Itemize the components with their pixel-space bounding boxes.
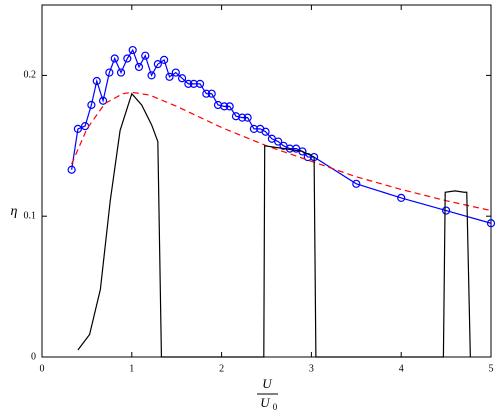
y-tick-label: 0.1: [24, 210, 37, 221]
series-marker: [220, 102, 229, 111]
x-tick-label: 2: [219, 363, 224, 374]
x-tick-label: 5: [489, 363, 494, 374]
series-marker: [160, 55, 169, 65]
series-marker: [147, 71, 156, 80]
series-marker: [105, 68, 114, 77]
series-marker: [195, 79, 205, 88]
series-marker: [134, 62, 144, 72]
series-marker: [92, 76, 101, 86]
x-axis-label-denominator: U: [260, 395, 271, 410]
series-marker: [73, 124, 83, 134]
x-tick-label: 0: [40, 363, 45, 374]
series-marker: [98, 96, 108, 105]
series-marker: [87, 100, 96, 110]
series-marker: [110, 54, 119, 63]
series-line: [71, 48, 492, 224]
series-marker: [189, 79, 198, 88]
series-marker: [486, 219, 496, 228]
series-marker: [184, 79, 193, 88]
series-marker: [128, 45, 137, 55]
series-marker: [177, 74, 187, 83]
series-line: [77, 92, 471, 358]
series-marker: [225, 102, 234, 111]
series-marker: [171, 68, 180, 77]
x-axis-label-subscript: 0: [273, 402, 278, 412]
series-line: [71, 91, 492, 212]
series-marker: [123, 54, 132, 63]
series-marker: [274, 137, 283, 146]
x-tick-label: 4: [399, 363, 404, 374]
series-marker: [261, 127, 270, 136]
series-marker: [238, 113, 247, 122]
series-marker: [207, 89, 216, 98]
series-marker: [67, 165, 76, 174]
series-marker: [141, 51, 150, 60]
series-marker: [202, 89, 211, 98]
series-marker: [352, 179, 361, 188]
series-marker: [442, 206, 451, 215]
series-marker: [116, 68, 126, 77]
x-tick-label: 3: [309, 363, 314, 374]
y-tick-label: 0: [31, 351, 36, 362]
series-marker: [397, 193, 406, 202]
plot-frame: [41, 4, 492, 358]
y-axis-label: η: [11, 204, 18, 219]
y-tick-label: 0.2: [24, 70, 37, 81]
series-marker: [249, 124, 259, 134]
series-marker: [153, 60, 162, 69]
series-marker: [243, 113, 252, 122]
series-marker: [165, 72, 174, 81]
x-axis-label-numerator: U: [262, 376, 273, 391]
x-tick-label: 1: [129, 363, 134, 374]
